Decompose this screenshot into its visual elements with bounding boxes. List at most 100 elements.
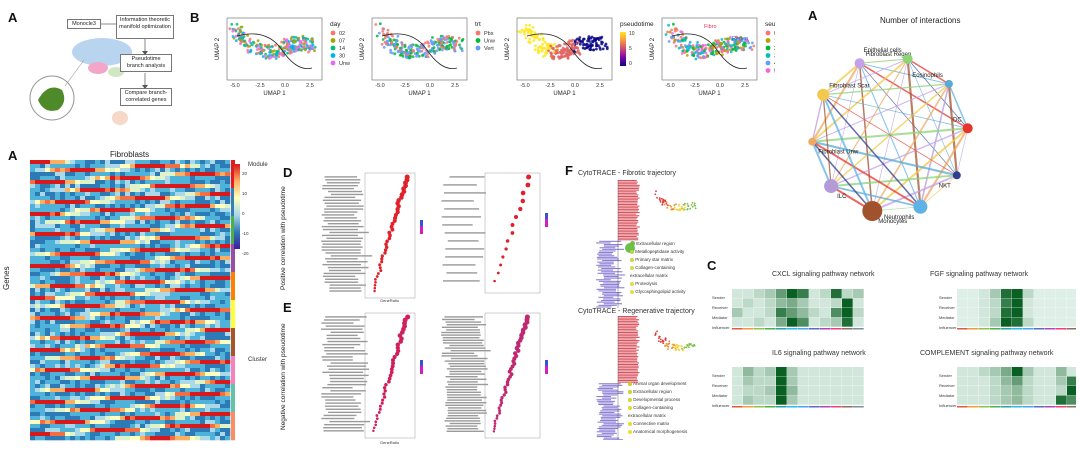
umap-point — [564, 54, 568, 58]
heatmap-cell — [35, 224, 41, 229]
heatmap-cell — [85, 200, 91, 205]
go-term-dot — [526, 174, 532, 180]
umap-point — [228, 27, 232, 31]
signaling-cell — [1034, 289, 1045, 299]
heatmap-cell — [55, 236, 61, 241]
umap-point — [710, 52, 714, 56]
heatmap-cell — [35, 192, 41, 197]
heatmap-cell — [165, 224, 171, 229]
heatmap-cell — [90, 408, 96, 413]
panel-a-heat-letter: A — [8, 148, 18, 163]
heatmap-cell — [205, 412, 211, 417]
heatmap-cell — [35, 284, 41, 289]
cytotrace-bar-positive — [618, 324, 640, 326]
heatmap-cell — [170, 420, 176, 425]
heatmap-cell — [200, 328, 206, 333]
go-term-dot — [399, 195, 404, 200]
heatmap-cell — [45, 384, 51, 389]
heatmap-cell — [65, 296, 71, 301]
heatmap-cell — [150, 360, 156, 365]
umap-point — [280, 40, 283, 44]
panel-d-letter: D — [283, 165, 293, 180]
heatmap-cell — [50, 224, 56, 229]
heatmap-cell — [30, 356, 36, 361]
heatmap-cell — [165, 340, 171, 345]
go-term-label — [324, 202, 359, 204]
heatmap-cell — [35, 276, 41, 281]
signaling-cell — [1012, 386, 1023, 396]
umap-point — [294, 49, 298, 53]
heatmap-cell — [115, 240, 121, 245]
heatmap-cell — [45, 200, 51, 205]
go-term-label — [321, 396, 354, 398]
heatmap-cell — [60, 224, 66, 229]
heatmap-cell — [100, 348, 106, 353]
heatmap-cell — [100, 328, 106, 333]
heatmap-cell — [100, 412, 106, 417]
heatmap-cell — [55, 408, 61, 413]
go-term-label — [325, 408, 361, 410]
signaling-heatmap — [732, 367, 864, 408]
heatmap-cell — [185, 208, 191, 213]
heatmap-cell — [170, 264, 176, 269]
heatmap-cell — [210, 308, 216, 313]
heatmap-cell — [150, 308, 156, 313]
heatmap-cell — [190, 400, 196, 405]
signaling-cell — [1067, 386, 1078, 396]
umap-point — [547, 49, 550, 53]
heatmap-cell — [210, 320, 216, 325]
heatmap-cell — [145, 304, 151, 309]
heatmap-cell — [105, 252, 111, 257]
legend-label: 10 — [629, 31, 635, 37]
heatmap-cell — [30, 336, 36, 341]
heatmap-cell — [60, 388, 66, 393]
heatmap-cell — [35, 244, 41, 249]
heatmap-cell — [135, 216, 141, 221]
heatmap-cell — [120, 352, 126, 357]
go-term-label — [441, 216, 482, 218]
interaction-edge — [812, 83, 950, 143]
go-term-label — [450, 350, 491, 352]
heatmap-cell — [120, 176, 126, 181]
umap-point — [243, 39, 246, 43]
umap-point — [720, 42, 723, 45]
go-term-label — [322, 263, 362, 266]
go-term-label — [321, 393, 362, 395]
heatmap-cell — [120, 368, 126, 373]
heatmap-cell — [110, 264, 116, 269]
umap-point — [400, 42, 404, 45]
heatmap-cell — [50, 208, 56, 213]
heatmap-cell — [75, 388, 81, 393]
cytotrace-bar-positive — [618, 368, 638, 370]
go-term-label — [442, 318, 475, 321]
heatmap-cell — [75, 428, 81, 433]
heatmap-cell — [115, 332, 121, 337]
heatmap-cell — [95, 396, 101, 401]
signaling-cell — [732, 376, 743, 386]
umap-point — [386, 32, 389, 35]
heatmap-cell — [45, 348, 51, 353]
heatmap-cell — [70, 244, 76, 249]
go-term-label — [450, 357, 488, 360]
heatmap-cell — [100, 224, 106, 229]
heatmap-cell — [30, 324, 36, 329]
heatmap-cell — [45, 376, 51, 381]
heatmap-cell — [185, 220, 191, 225]
go-term-dot — [510, 231, 515, 235]
heatmap-cell — [95, 180, 101, 185]
module-bar-cell — [231, 252, 235, 257]
heatmap-cell — [185, 328, 191, 333]
heatmap-cell — [215, 308, 221, 313]
heatmap-cell — [75, 420, 81, 425]
heatmap-cell — [65, 380, 71, 385]
heatmap-cell — [115, 288, 121, 293]
module-bar-cell — [231, 220, 235, 225]
umap-point — [392, 38, 396, 42]
heatmap-cell — [125, 316, 131, 321]
heatmap-cell — [165, 344, 171, 349]
umap-point — [560, 48, 563, 52]
umap-point — [679, 35, 683, 39]
heatmap-cell — [75, 336, 81, 341]
heatmap-cell — [145, 164, 151, 169]
go-term-dot — [498, 411, 502, 415]
